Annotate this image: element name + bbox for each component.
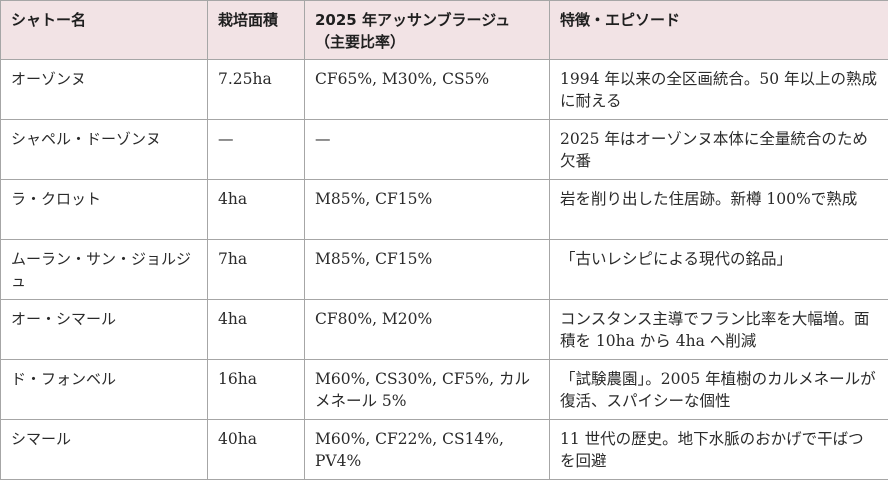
cell-chateau-name: オーゾンヌ — [0, 59, 208, 120]
cell-area: — — [207, 119, 305, 180]
cell-features: 岩を削り出した住居跡。新樽 100%で熟成 — [549, 179, 888, 240]
table-row: オーゾンヌ 7.25ha CF65%, M30%, CS5% 1994 年以来の… — [0, 59, 888, 120]
table-row: オー・シマール 4ha CF80%, M20% コンスタンス主導でフラン比率を大… — [0, 299, 888, 360]
table-row: ラ・クロット 4ha M85%, CF15% 岩を削り出した住居跡。新樽 100… — [0, 179, 888, 240]
header-vineyard-area: 栽培面積 — [207, 0, 305, 60]
cell-assemblage: M85%, CF15% — [304, 179, 550, 240]
cell-chateau-name: ラ・クロット — [0, 179, 208, 240]
cell-assemblage: CF65%, M30%, CS5% — [304, 59, 550, 120]
header-features: 特徴・エピソード — [549, 0, 888, 60]
cell-area: 4ha — [207, 179, 305, 240]
cell-features: 1994 年以来の全区画統合。50 年以上の熟成に耐える — [549, 59, 888, 120]
cell-assemblage: — — [304, 119, 550, 180]
cell-chateau-name: シマール — [0, 419, 208, 480]
cell-features: 「試験農園」。2005 年植樹のカルメネールが復活、スパイシーな個性 — [549, 359, 888, 420]
cell-features: 「古いレシピによる現代の銘品」 — [549, 239, 888, 300]
table-row: ド・フォンベル 16ha M60%, CS30%, CF5%, カルメネール 5… — [0, 359, 888, 420]
table-row: シャペル・ドーゾンヌ — — 2025 年はオーゾンヌ本体に全量統合のため欠番 — [0, 119, 888, 180]
cell-area: 7ha — [207, 239, 305, 300]
header-chateau-name: シャトー名 — [0, 0, 208, 60]
cell-area: 16ha — [207, 359, 305, 420]
cell-features: 11 世代の歴史。地下水脈のおかげで干ばつを回避 — [549, 419, 888, 480]
cell-features: 2025 年はオーゾンヌ本体に全量統合のため欠番 — [549, 119, 888, 180]
cell-assemblage: M60%, CF22%, CS14%, PV4% — [304, 419, 550, 480]
header-assemblage: 2025 年アッサンブラージュ（主要比率） — [304, 0, 550, 60]
cell-assemblage: M85%, CF15% — [304, 239, 550, 300]
cell-features: コンスタンス主導でフラン比率を大幅増。面積を 10ha から 4ha へ削減 — [549, 299, 888, 360]
cell-chateau-name: オー・シマール — [0, 299, 208, 360]
cell-assemblage: CF80%, M20% — [304, 299, 550, 360]
cell-chateau-name: ムーラン・サン・ジョルジュ — [0, 239, 208, 300]
cell-area: 4ha — [207, 299, 305, 360]
table-row: ムーラン・サン・ジョルジュ 7ha M85%, CF15% 「古いレシピによる現… — [0, 239, 888, 300]
cell-chateau-name: シャペル・ドーゾンヌ — [0, 119, 208, 180]
cell-chateau-name: ド・フォンベル — [0, 359, 208, 420]
table-row: シマール 40ha M60%, CF22%, CS14%, PV4% 11 世代… — [0, 419, 888, 480]
cell-area: 40ha — [207, 419, 305, 480]
cell-area: 7.25ha — [207, 59, 305, 120]
header-row: シャトー名 栽培面積 2025 年アッサンブラージュ（主要比率） 特徴・エピソー… — [0, 0, 888, 60]
cell-assemblage: M60%, CS30%, CF5%, カルメネール 5% — [304, 359, 550, 420]
